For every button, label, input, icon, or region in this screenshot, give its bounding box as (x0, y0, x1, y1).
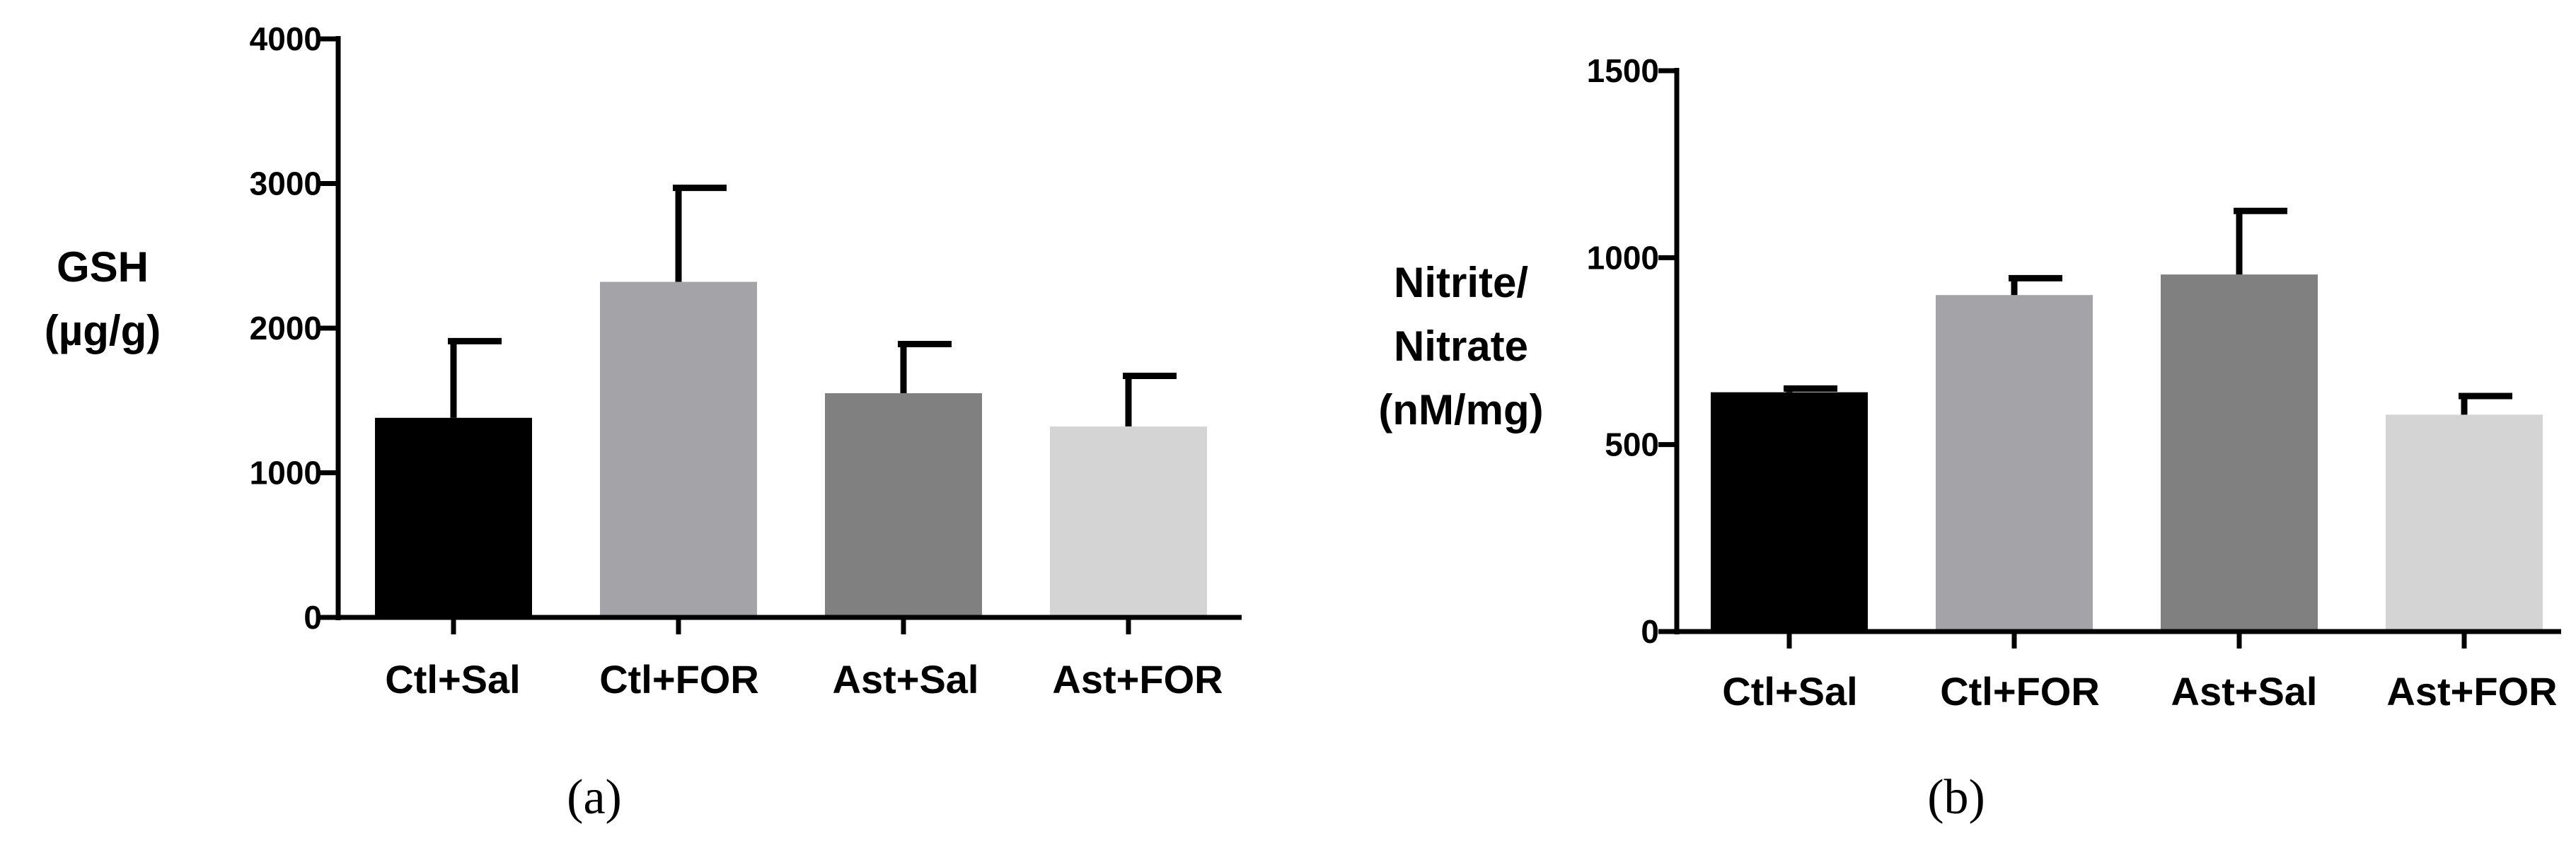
panel-label: (a) (567, 770, 622, 825)
y-tick-label: 1000 (1587, 239, 1659, 276)
error-bar (2459, 393, 2512, 415)
x-tick-label: Ast+Sal (2171, 669, 2318, 714)
y-axis-title-line: GSH (57, 243, 149, 291)
chart-panel-a: 0 1000 2000 3000 4000 Ctl+Sal Ctl+FOR Ast+Sal As… (45, 21, 1242, 825)
bar-ctl-for (600, 281, 757, 617)
y-tick-label: 0 (304, 599, 322, 636)
y-axis-title-line: Nitrite/ (1394, 259, 1528, 306)
bar-ctl-sal (1711, 392, 1868, 632)
x-tick-label: Ctl+FOR (599, 657, 759, 702)
x-tick-label: Ast+Sal (833, 657, 979, 702)
bar-ast-for (1050, 426, 1207, 617)
x-tick-label: Ctl+Sal (1722, 669, 1857, 714)
y-tick-label: 1500 (1587, 52, 1659, 89)
y-tick-label: 3000 (250, 165, 322, 202)
bar-ast-sal (825, 393, 982, 617)
panel-label: (b) (1927, 770, 1985, 825)
error-bar (1784, 385, 1837, 393)
bar-ctl-sal (375, 417, 532, 617)
error-bar (898, 340, 952, 394)
y-axis-title-line: (µg/g) (45, 307, 161, 354)
error-bar (673, 185, 727, 282)
error-bar (448, 337, 502, 418)
x-tick-label: Ctl+Sal (385, 657, 520, 702)
x-tick-label: Ast+FOR (2386, 669, 2557, 714)
y-tick-label: 1000 (250, 455, 322, 492)
y-tick-label: 0 (1641, 613, 1659, 650)
bar-ast-sal (2161, 274, 2318, 632)
error-bar (2009, 274, 2062, 296)
y-axis-title-line: Nitrate (1394, 322, 1528, 370)
y-tick-label: 500 (1605, 426, 1659, 463)
error-bar (2234, 207, 2287, 275)
chart-panel-b: 0 500 1000 1500 Ctl+Sal Ctl+FOR Ast+Sal Ast+FOR… (1378, 52, 2561, 825)
y-tick-label: 4000 (250, 21, 322, 57)
bar-ctl-for (1936, 295, 2093, 632)
y-tick-label: 2000 (250, 310, 322, 347)
bar-ast-for (2386, 414, 2543, 632)
y-axis-title-line: (nM/mg) (1378, 386, 1543, 434)
x-tick-label: Ast+FOR (1052, 657, 1223, 702)
x-tick-label: Ctl+FOR (1940, 669, 2100, 714)
error-bar (1123, 372, 1177, 427)
